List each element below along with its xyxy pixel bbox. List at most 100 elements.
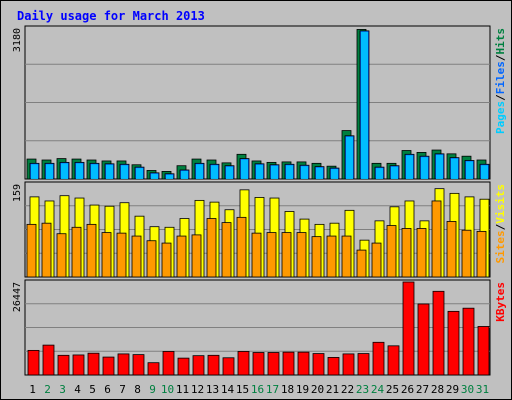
bar-sites — [326, 235, 337, 278]
bar-kbytes — [117, 353, 130, 376]
bar-pages — [196, 164, 203, 179]
x-tick-label: 7 — [119, 383, 126, 396]
bar-pages — [106, 164, 113, 179]
x-tick-label: 27 — [416, 383, 429, 396]
x-tick-label: 10 — [161, 383, 174, 396]
bar-pages — [361, 31, 368, 179]
x-tick-label: 9 — [149, 383, 156, 396]
x-tick-label: 29 — [446, 383, 459, 396]
x-tick-label: 21 — [326, 383, 339, 396]
bar-pages — [316, 167, 323, 179]
x-tick-label: 23 — [356, 383, 369, 396]
bar-kbytes — [297, 351, 310, 376]
ymax-label-kbytes: 26447 — [12, 282, 23, 312]
bar-sites — [101, 232, 112, 278]
legend-entry: Sites — [494, 230, 507, 263]
legend-entry: / — [494, 94, 507, 101]
ymax-label-visits-sites: 159 — [12, 184, 23, 202]
bar-kbytes — [387, 345, 400, 376]
bar-sites — [356, 249, 367, 278]
x-tick-label: 18 — [281, 383, 294, 396]
bar-kbytes — [87, 352, 100, 376]
x-tick-label: 28 — [431, 383, 444, 396]
bar-pages — [46, 164, 53, 179]
bar-kbytes — [42, 344, 55, 376]
bar-kbytes — [327, 357, 340, 376]
legend-entry: Pages — [494, 101, 507, 134]
x-tick-label: 8 — [134, 383, 141, 396]
bar-pages — [166, 174, 173, 179]
bar-pages — [376, 168, 383, 179]
bar-sites — [401, 228, 412, 278]
legend-entry: Hits — [494, 28, 507, 55]
legend-entry: / — [494, 54, 507, 61]
legend-entry: Visits — [494, 184, 507, 224]
bar-sites — [191, 234, 202, 278]
bar-sites — [146, 240, 157, 278]
bar-sites — [116, 232, 127, 278]
bar-pages — [151, 173, 158, 179]
x-tick-label: 15 — [236, 383, 249, 396]
bar-sites — [131, 235, 142, 278]
bar-kbytes — [237, 351, 250, 376]
x-tick-label: 24 — [371, 383, 385, 396]
x-tick-label: 12 — [191, 383, 204, 396]
bar-kbytes — [402, 281, 415, 376]
legend-entry: Files — [494, 61, 507, 94]
x-tick-label: 5 — [89, 383, 96, 396]
bar-sites — [311, 236, 322, 278]
bar-pages — [31, 164, 38, 179]
bar-pages — [271, 165, 278, 179]
bar-sites — [266, 232, 277, 278]
bar-sites — [341, 235, 352, 278]
bar-pages — [481, 165, 488, 179]
bar-pages — [121, 165, 128, 179]
x-tick-label: 2 — [44, 383, 51, 396]
bar-sites — [41, 222, 52, 278]
bar-sites — [251, 232, 262, 278]
bar-pages — [226, 166, 233, 179]
bar-pages — [91, 164, 98, 179]
bar-kbytes — [192, 355, 205, 376]
bar-sites — [56, 233, 67, 278]
bar-kbytes — [477, 326, 490, 376]
bar-kbytes — [282, 351, 295, 376]
x-tick-label: 11 — [176, 383, 189, 396]
bar-kbytes — [57, 354, 70, 376]
x-tick-label: 20 — [311, 383, 324, 396]
bar-sites — [386, 225, 397, 278]
x-tick-label: 16 — [251, 383, 264, 396]
x-tick-label: 14 — [221, 383, 235, 396]
legend-visits-sites: Sites/Visits — [494, 184, 507, 264]
bar-kbytes — [207, 354, 220, 376]
bar-pages — [256, 164, 263, 179]
bar-sites — [206, 218, 217, 278]
x-tick-label: 17 — [266, 383, 279, 396]
x-tick-label: 1 — [29, 383, 36, 396]
legend-entry: KBytes — [494, 282, 507, 322]
bar-pages — [181, 170, 188, 179]
bar-pages — [136, 168, 143, 179]
bar-sites — [86, 223, 97, 278]
bar-kbytes — [177, 357, 190, 376]
bar-pages — [61, 163, 68, 179]
bar-kbytes — [102, 356, 115, 376]
bar-sites — [161, 242, 172, 278]
bar-sites — [446, 221, 457, 278]
legend-entry: / — [494, 223, 507, 230]
x-tick-label: 30 — [461, 383, 474, 396]
bar-pages — [451, 158, 458, 179]
bar-pages — [421, 157, 428, 179]
x-tick-label: 3 — [59, 383, 66, 396]
x-tick-label: 22 — [341, 383, 354, 396]
bar-sites — [296, 232, 307, 278]
x-tick-label: 4 — [74, 383, 81, 396]
bar-kbytes — [357, 353, 370, 376]
bar-pages — [211, 165, 218, 179]
x-tick-label: 13 — [206, 383, 219, 396]
bar-kbytes — [432, 290, 445, 376]
x-tick-label: 26 — [401, 383, 414, 396]
bar-sites — [371, 242, 382, 278]
bar-pages — [436, 154, 443, 179]
